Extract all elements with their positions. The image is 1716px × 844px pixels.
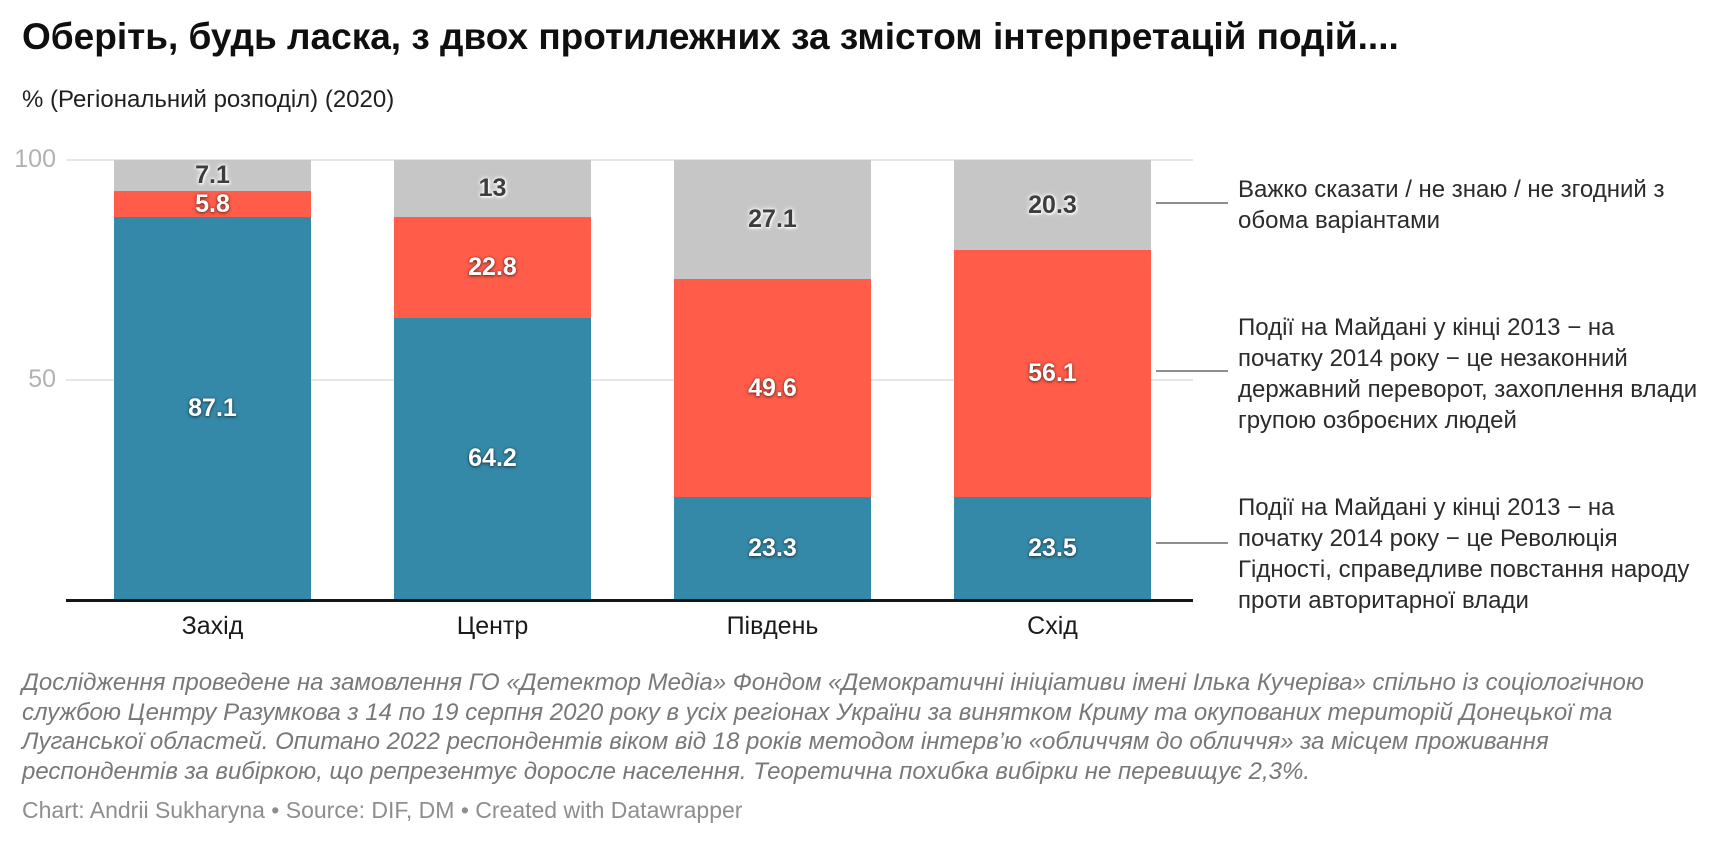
legend-label-red: Події на Майдані у кінці 2013 − на почат… xyxy=(1238,314,1698,434)
category-label-Схід: Схід xyxy=(1027,612,1078,640)
x-axis-baseline xyxy=(66,599,1193,602)
chart-byline: Chart: Andrii Sukharyna • Source: DIF, D… xyxy=(22,797,743,823)
legend-connector-blue xyxy=(1156,542,1228,544)
bar-segment-Захід-0[interactable]: 87.1 xyxy=(114,216,311,600)
bar-value-label: 87.1 xyxy=(188,393,237,422)
bar-value-label: 13 xyxy=(478,174,507,203)
legend-connector-red xyxy=(1156,370,1228,372)
bar-value-label: 7.1 xyxy=(195,161,230,190)
bar-segment-Схід-1[interactable]: 56.1 xyxy=(954,249,1151,497)
bar-value-label: 5.8 xyxy=(195,189,230,218)
bar-segment-Центр-0[interactable]: 64.2 xyxy=(394,317,591,600)
gridline-50 xyxy=(66,379,1193,381)
bar-value-label: 27.1 xyxy=(748,205,797,234)
bar-value-label: 56.1 xyxy=(1028,358,1077,387)
bar-segment-Захід-1[interactable]: 5.8 xyxy=(114,189,311,218)
legend-label-gray: Важко сказати / не знаю / не згодний з о… xyxy=(1238,176,1665,234)
legend-label-blue: Події на Майдані у кінці 2013 − на почат… xyxy=(1238,494,1690,614)
bar-segment-Південь-1[interactable]: 49.6 xyxy=(674,279,871,498)
y-axis-tick-50: 50 xyxy=(28,365,56,393)
gridline-100 xyxy=(66,159,1193,161)
category-label-Центр: Центр xyxy=(456,612,529,640)
category-label-Захід: Захід xyxy=(181,612,244,640)
bar-value-label: 22.8 xyxy=(468,252,517,281)
chart-subtitle: % (Регіональний розподіл) (2020) xyxy=(22,86,395,113)
chart-title: Оберіть, будь ласка, з двох протилежних … xyxy=(22,16,1399,57)
category-label-Південь: Південь xyxy=(726,612,819,640)
bar-segment-Центр-2[interactable]: 13 xyxy=(394,160,591,218)
bar-segment-Південь-0[interactable]: 23.3 xyxy=(674,497,871,600)
y-axis-tick-100: 100 xyxy=(14,145,56,173)
bar-segment-Південь-2[interactable]: 27.1 xyxy=(674,160,871,280)
bar-segment-Центр-1[interactable]: 22.8 xyxy=(394,217,591,318)
bar-segment-Схід-2[interactable]: 20.3 xyxy=(954,160,1151,250)
bar-value-label: 64.2 xyxy=(468,444,517,473)
bar-segment-Схід-0[interactable]: 23.5 xyxy=(954,496,1151,600)
bar-value-label: 23.5 xyxy=(1028,533,1077,562)
bar-value-label: 23.3 xyxy=(748,534,797,563)
bar-segment-Захід-2[interactable]: 7.1 xyxy=(114,160,311,192)
bar-value-label: 20.3 xyxy=(1028,190,1077,219)
legend-connector-gray xyxy=(1156,202,1228,204)
chart-footnote: Дослідження проведене на замовлення ГО «… xyxy=(22,669,1644,785)
bar-value-label: 49.6 xyxy=(748,373,797,402)
